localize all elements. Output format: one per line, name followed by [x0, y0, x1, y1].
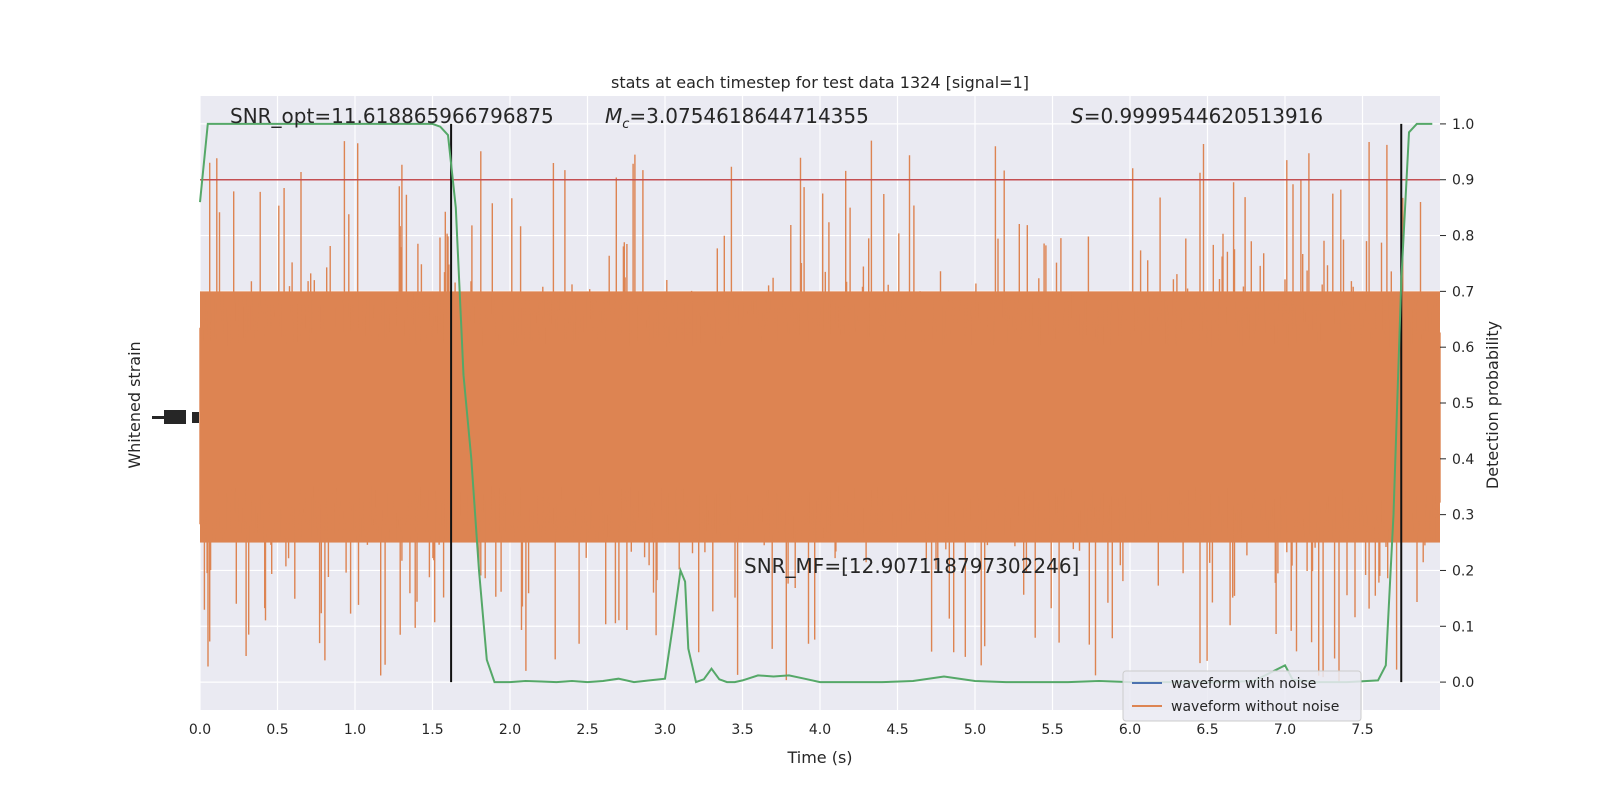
y-tick-label-2: 0.2 — [1452, 563, 1474, 579]
s-value: =0.9999544620513916 — [1084, 104, 1323, 128]
snr-opt-annotation: SNR_opt=11.618865966796875 — [230, 104, 554, 128]
waveform-series — [199, 140, 1441, 682]
y-tick-label-9: 0.9 — [1452, 173, 1474, 189]
waveform-spikes — [199, 140, 1441, 682]
y-tick-label-4: 0.4 — [1452, 452, 1474, 468]
y-tick-label-1: 0.1 — [1452, 619, 1474, 635]
y-right-axis-ticks: 0.0 0.1 0.2 0.3 0.4 0.5 0.6 0.7 0.8 0.9 1.0 — [1440, 117, 1474, 691]
y-tick-label-8: 0.8 — [1452, 229, 1474, 245]
x-tick-label-7: 3.5 — [731, 722, 753, 738]
x-tick-label-12: 6.0 — [1119, 722, 1141, 738]
event-markers — [450, 123, 1403, 683]
legend-box — [1122, 670, 1362, 722]
left-axis-label: Whitened strain — [125, 341, 144, 468]
y-tick-label-3: 0.3 — [1452, 508, 1474, 524]
left-axis-tick-cluster — [152, 410, 199, 424]
mc-value: =3.0754618644714355 — [629, 104, 868, 128]
x-tick-label-13: 6.5 — [1196, 722, 1218, 738]
x-axis-label: Time (s) — [786, 748, 852, 767]
x-tick-label-4: 2.0 — [499, 722, 521, 738]
legend: waveform with noise waveform without noi… — [1122, 670, 1362, 722]
x-tick-label-1: 0.5 — [266, 722, 288, 738]
x-tick-label-14: 7.0 — [1274, 722, 1296, 738]
legend-label-noise: waveform with noise — [1171, 676, 1316, 692]
y-tick-label-0: 0.0 — [1452, 675, 1474, 691]
mc-symbol: M — [605, 104, 622, 128]
x-tick-label-6: 3.0 — [654, 722, 676, 738]
chirp-mass-annotation: Mc=3.0754618644714355 — [605, 104, 869, 132]
y-tick-label-10: 1.0 — [1452, 117, 1474, 133]
y-tick-label-6: 0.6 — [1452, 340, 1474, 356]
x-tick-label-8: 4.0 — [809, 722, 831, 738]
x-tick-label-11: 5.5 — [1041, 722, 1063, 738]
x-tick-label-3: 1.5 — [421, 722, 443, 738]
x-axis-ticks: 0.0 0.5 1.0 1.5 2.0 2.5 3.0 3.5 4.0 4.5 5.0 5.5 6.0 6… — [189, 722, 1374, 738]
x-tick-label-2: 1.0 — [344, 722, 366, 738]
y-tick-label-5: 0.5 — [1452, 396, 1474, 412]
snr-mf-annotation: SNR_MF=[12.907118797302246] — [744, 554, 1079, 578]
x-tick-label-15: 7.5 — [1351, 722, 1373, 738]
y-tick-label-7: 0.7 — [1452, 284, 1474, 300]
x-tick-label-10: 5.0 — [964, 722, 986, 738]
significance-annotation: S=0.9999544620513916 — [1071, 104, 1323, 128]
mc-subscript: c — [622, 117, 629, 132]
x-tick-label-0: 0.0 — [189, 722, 211, 738]
s-symbol: S — [1071, 104, 1084, 128]
legend-label-clean: waveform without noise — [1171, 699, 1339, 715]
chart-title: stats at each timestep for test data 132… — [611, 73, 1029, 92]
right-axis-label: Detection probability — [1483, 321, 1502, 489]
x-tick-label-5: 2.5 — [576, 722, 598, 738]
x-tick-label-9: 4.5 — [886, 722, 908, 738]
